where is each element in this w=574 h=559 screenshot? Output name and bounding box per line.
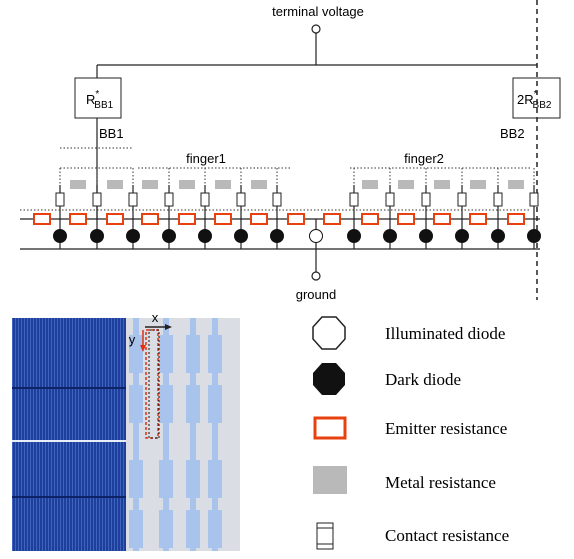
shape xyxy=(313,317,345,349)
finger-pad xyxy=(186,385,200,423)
finger2-label: finger2 xyxy=(404,151,444,166)
shape xyxy=(313,466,347,494)
emitter-resistor xyxy=(434,214,450,224)
finger-pad xyxy=(159,385,173,423)
metal-resistor xyxy=(142,180,158,189)
legend-label: Emitter resistance xyxy=(385,419,507,438)
contact-resistor xyxy=(56,193,64,206)
finger-pad xyxy=(159,460,173,498)
contact-resistor xyxy=(129,193,137,206)
emitter-resistor xyxy=(470,214,486,224)
emitter-resistor xyxy=(324,214,340,224)
diode xyxy=(492,230,505,243)
y-axis-label: y xyxy=(129,332,136,347)
diode xyxy=(54,230,67,243)
contact-resistor xyxy=(530,193,538,206)
legend-label: Metal resistance xyxy=(385,473,496,492)
diode xyxy=(91,230,104,243)
emitter-resistor xyxy=(362,214,378,224)
shape xyxy=(313,363,345,395)
finger-pad xyxy=(208,335,222,373)
diode xyxy=(127,230,140,243)
finger-pad xyxy=(186,460,200,498)
finger1-label: finger1 xyxy=(186,151,226,166)
finger-pad xyxy=(129,385,143,423)
diode xyxy=(420,230,433,243)
finger-pad xyxy=(129,460,143,498)
emitter-resistor xyxy=(251,214,267,224)
contact-resistor xyxy=(422,193,430,206)
contact-resistor xyxy=(458,193,466,206)
emitter-resistor xyxy=(70,214,86,224)
bb1-label: BB1 xyxy=(99,126,124,141)
finger-pad xyxy=(208,460,222,498)
metal-resistor xyxy=(398,180,414,189)
emitter-resistor xyxy=(288,214,304,224)
contact-resistor xyxy=(386,193,394,206)
metal-resistor xyxy=(508,180,524,189)
shape: BB2 xyxy=(533,100,552,111)
emitter-resistor xyxy=(508,214,524,224)
diode xyxy=(348,230,361,243)
shape: 2R xyxy=(517,92,534,107)
diode xyxy=(235,230,248,243)
diode xyxy=(271,230,284,243)
diode xyxy=(199,230,212,243)
contact-resistor xyxy=(494,193,502,206)
finger-pad xyxy=(208,385,222,423)
finger-pad xyxy=(208,510,222,548)
emitter-resistor xyxy=(215,214,231,224)
legend-label: Illuminated diode xyxy=(385,324,505,343)
diode xyxy=(310,230,323,243)
shape xyxy=(315,418,345,438)
legend: Illuminated diode Dark diode Emitter resis… xyxy=(313,317,509,549)
metal-resistor xyxy=(107,180,123,189)
cell-photo: x y xyxy=(12,310,240,551)
bb2-label: BB2 xyxy=(500,126,525,141)
emitter-resistor xyxy=(107,214,123,224)
diode xyxy=(528,230,541,243)
finger-pad xyxy=(129,510,143,548)
legend-label: Contact resistance xyxy=(385,526,509,545)
metal-resistor xyxy=(215,180,231,189)
emitter-resistor xyxy=(34,214,50,224)
diode xyxy=(384,230,397,243)
finger-pad xyxy=(186,510,200,548)
metal-resistor xyxy=(179,180,195,189)
shape: BB1 xyxy=(94,100,113,111)
terminal xyxy=(312,25,320,33)
contact-resistor xyxy=(165,193,173,206)
shape xyxy=(317,523,333,549)
metal-resistor xyxy=(434,180,450,189)
figure: terminal voltage R*BB1 2R*BB2 BB1 BB2 fi… xyxy=(0,0,574,559)
metal-resistor xyxy=(70,180,86,189)
shape: * xyxy=(95,89,99,100)
emitter-resistor xyxy=(142,214,158,224)
emitter-resistor xyxy=(398,214,414,224)
circuit: terminal voltage R*BB1 2R*BB2 BB1 BB2 fi… xyxy=(20,0,560,302)
contact-resistor xyxy=(237,193,245,206)
shape xyxy=(126,318,240,551)
finger-pad xyxy=(159,335,173,373)
emitter-resistor xyxy=(179,214,195,224)
metal-resistor xyxy=(470,180,486,189)
metal-resistor xyxy=(251,180,267,189)
contact-resistor xyxy=(273,193,281,206)
ground-terminal xyxy=(312,272,320,280)
contact-resistor xyxy=(201,193,209,206)
diode xyxy=(456,230,469,243)
legend-label: Dark diode xyxy=(385,370,461,389)
finger-pad xyxy=(159,510,173,548)
terminal-voltage-label: terminal voltage xyxy=(272,4,364,19)
metal-resistor xyxy=(362,180,378,189)
contact-resistor xyxy=(350,193,358,206)
contact-resistor xyxy=(93,193,101,206)
diode xyxy=(163,230,176,243)
ground-label: ground xyxy=(296,287,336,302)
shape xyxy=(12,318,126,551)
x-axis-label: x xyxy=(152,310,159,325)
finger-pad xyxy=(186,335,200,373)
